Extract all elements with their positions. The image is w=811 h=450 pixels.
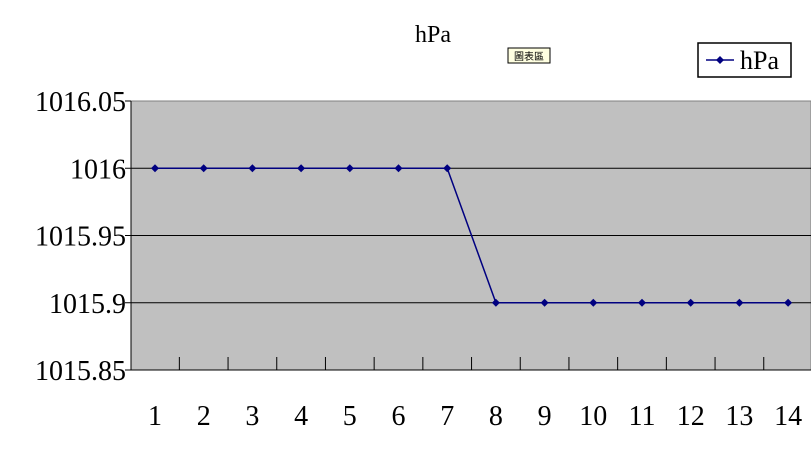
legend-label: hPa (740, 46, 779, 75)
data-point-9 (540, 298, 549, 307)
legend-marker-icon (716, 56, 724, 64)
x-tick-label-11: 11 (629, 401, 656, 432)
x-tick-label-1: 1 (148, 401, 162, 432)
y-tick-labels: 1015.85 1015.9 1015.95 1016 1016.05 (35, 87, 126, 387)
data-point-7 (443, 164, 452, 173)
y-tick-label-1: 1015.9 (49, 289, 126, 320)
data-point-3 (248, 164, 257, 173)
x-tick-label-14: 14 (774, 401, 802, 432)
axes (125, 100, 811, 371)
y-tick-label-2: 1015.95 (35, 222, 126, 253)
data-point-6 (394, 164, 403, 173)
y-tick-label-0: 1015.85 (35, 356, 126, 387)
data-point-10 (589, 298, 598, 307)
y-tick-label-3: 1016 (70, 154, 126, 185)
data-point-4 (297, 164, 306, 173)
x-tick-labels: 1 2 3 4 5 6 7 8 9 10 11 12 13 14 (148, 401, 802, 432)
data-point-5 (345, 164, 354, 173)
x-tick-label-7: 7 (440, 401, 454, 432)
x-tick-label-6: 6 (392, 401, 406, 432)
data-point-11 (638, 298, 646, 307)
x-tick-label-8: 8 (489, 401, 503, 432)
x-tick-label-12: 12 (677, 401, 705, 432)
data-point-14 (784, 298, 793, 307)
x-tick-label-13: 13 (725, 401, 753, 432)
legend: hPa (697, 42, 792, 78)
x-tick-label-4: 4 (294, 401, 308, 432)
data-point-1 (151, 164, 159, 173)
x-tick-label-10: 10 (579, 401, 607, 432)
chart-area-badge: 圖表區 (507, 47, 551, 64)
series-layer (151, 164, 793, 307)
data-point-2 (199, 164, 208, 173)
series-0-line (155, 167, 789, 304)
chart-title: hPa (415, 22, 451, 48)
data-point-12 (686, 298, 695, 307)
x-tick-label-2: 2 (197, 401, 211, 432)
data-point-13 (735, 298, 744, 307)
x-tick-label-9: 9 (538, 401, 552, 432)
x-tick-label-3: 3 (245, 401, 259, 432)
chart-area-badge-text: 圖表區 (514, 50, 544, 63)
data-point-8 (491, 298, 500, 307)
x-tick-label-5: 5 (343, 401, 357, 432)
y-tick-label-4: 1016.05 (35, 87, 126, 118)
